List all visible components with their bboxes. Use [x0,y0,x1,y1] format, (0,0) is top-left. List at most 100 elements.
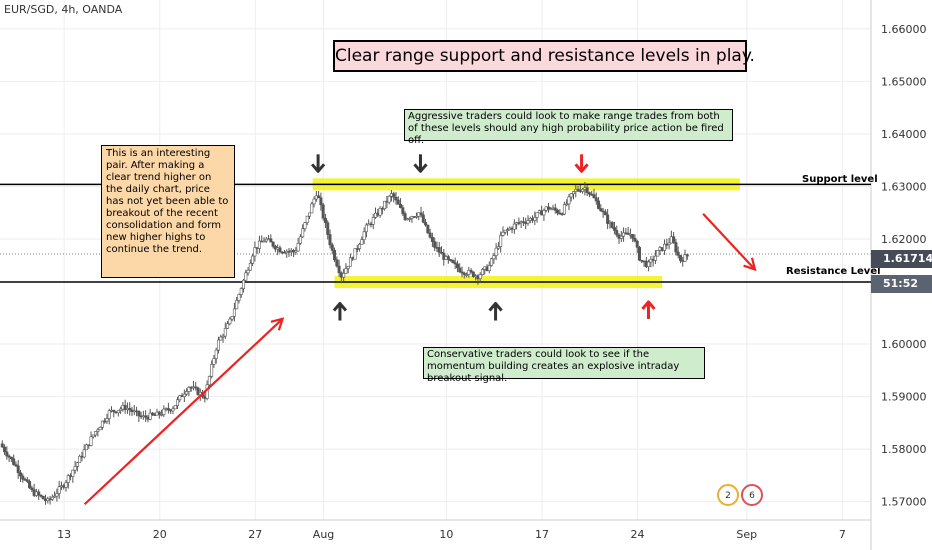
candle-body [39,494,43,497]
candle-body [230,316,234,320]
candle-body [323,217,327,223]
candle-body [401,207,405,214]
marker-arrow-head [641,300,656,310]
candle-body [678,255,682,261]
candle-body [82,449,86,458]
candle-body [433,241,437,248]
y-tick-label: 1.60000 [881,338,927,351]
candle-body [160,414,164,416]
candle-body [71,469,75,477]
candle-body [137,410,141,417]
candle-body [383,200,387,209]
candle-body [428,232,432,238]
candle-body [103,420,107,423]
candle-body [303,222,307,229]
candle-body [278,247,282,253]
candle-body [603,211,607,216]
dividends-badge-icon[interactable]: 2 [717,484,739,506]
candle-body [257,240,261,249]
candle-body [633,237,637,242]
marker-arrow-head [332,302,348,312]
y-tick-label: 1.58000 [881,443,927,456]
y-tick-label: 1.57000 [881,496,927,509]
candle-body [194,386,198,389]
candle-body [637,246,641,261]
candle-body [308,212,312,217]
aggressive-traders-note[interactable]: Aggressive traders could look to make ra… [404,109,733,146]
candle-body [592,194,596,199]
candle-body [317,195,321,198]
candle-body [647,261,651,268]
candle-body [676,251,680,256]
candle-body [565,203,569,206]
candle-body [223,328,227,337]
candle-body [378,208,382,216]
candle-body [419,212,423,216]
x-tick-label: Sep [736,528,757,541]
candle-body [248,263,252,271]
candle-body [319,197,323,206]
candle-body [619,235,623,239]
candle-body [421,214,425,223]
candle-body [344,268,348,274]
candle-body [424,222,428,226]
candle-body [469,270,473,273]
candle-body [330,244,334,251]
candle-body [5,451,9,457]
candle-body [294,250,298,253]
candle-body [451,259,455,263]
candle-body [462,272,466,275]
candle-body [112,409,116,413]
candle-body [346,265,350,269]
x-tick-label: 7 [839,528,846,541]
candle-body [506,229,510,231]
title-annotation[interactable]: Clear range support and resistance level… [333,40,755,72]
candle-body [162,408,166,415]
y-tick-label: 1.63000 [881,180,927,193]
candle-body [585,187,589,193]
candle-body [171,408,175,412]
candle-body [298,236,302,244]
candle-body [337,265,341,274]
marker-arrow-head [488,302,503,312]
conservative-traders-note[interactable]: Conservative traders could look to see i… [423,347,705,384]
candle-body [216,339,220,351]
candle-body [116,410,120,414]
candle-body [333,250,337,261]
candle-body [549,208,553,211]
candle-body [446,256,450,260]
candle-body [94,431,98,436]
candle-body [207,376,211,386]
candle-body [360,239,364,245]
candle-body [66,475,70,483]
candle-body [305,215,309,223]
candle-body [128,407,132,411]
candle-body [148,412,152,420]
candle-body [499,235,503,247]
candle-body [371,217,375,225]
candle-body [597,200,601,209]
resistance-level-label: Resistance Level [786,266,881,277]
candle-body [232,308,236,317]
earnings-badge-icon[interactable]: 6 [741,484,763,506]
candle-body [14,464,18,467]
candle-body [478,274,482,280]
candle-body [296,243,300,252]
y-tick-label: 1.62000 [881,233,927,246]
x-tick-label: 20 [153,528,167,541]
candle-body [414,215,418,218]
candle-body [105,418,109,422]
candle-body [173,405,177,410]
pair-commentary-note[interactable]: This is an interesting pair. After makin… [101,145,235,278]
candle-body [157,411,161,415]
candle-body [601,210,605,213]
candle-body [342,273,346,278]
candle-body [358,244,362,249]
candle-body [490,258,494,266]
candle-body [653,255,657,261]
candle-body [12,458,16,465]
candle-body [501,231,505,236]
candle-body [55,493,59,497]
